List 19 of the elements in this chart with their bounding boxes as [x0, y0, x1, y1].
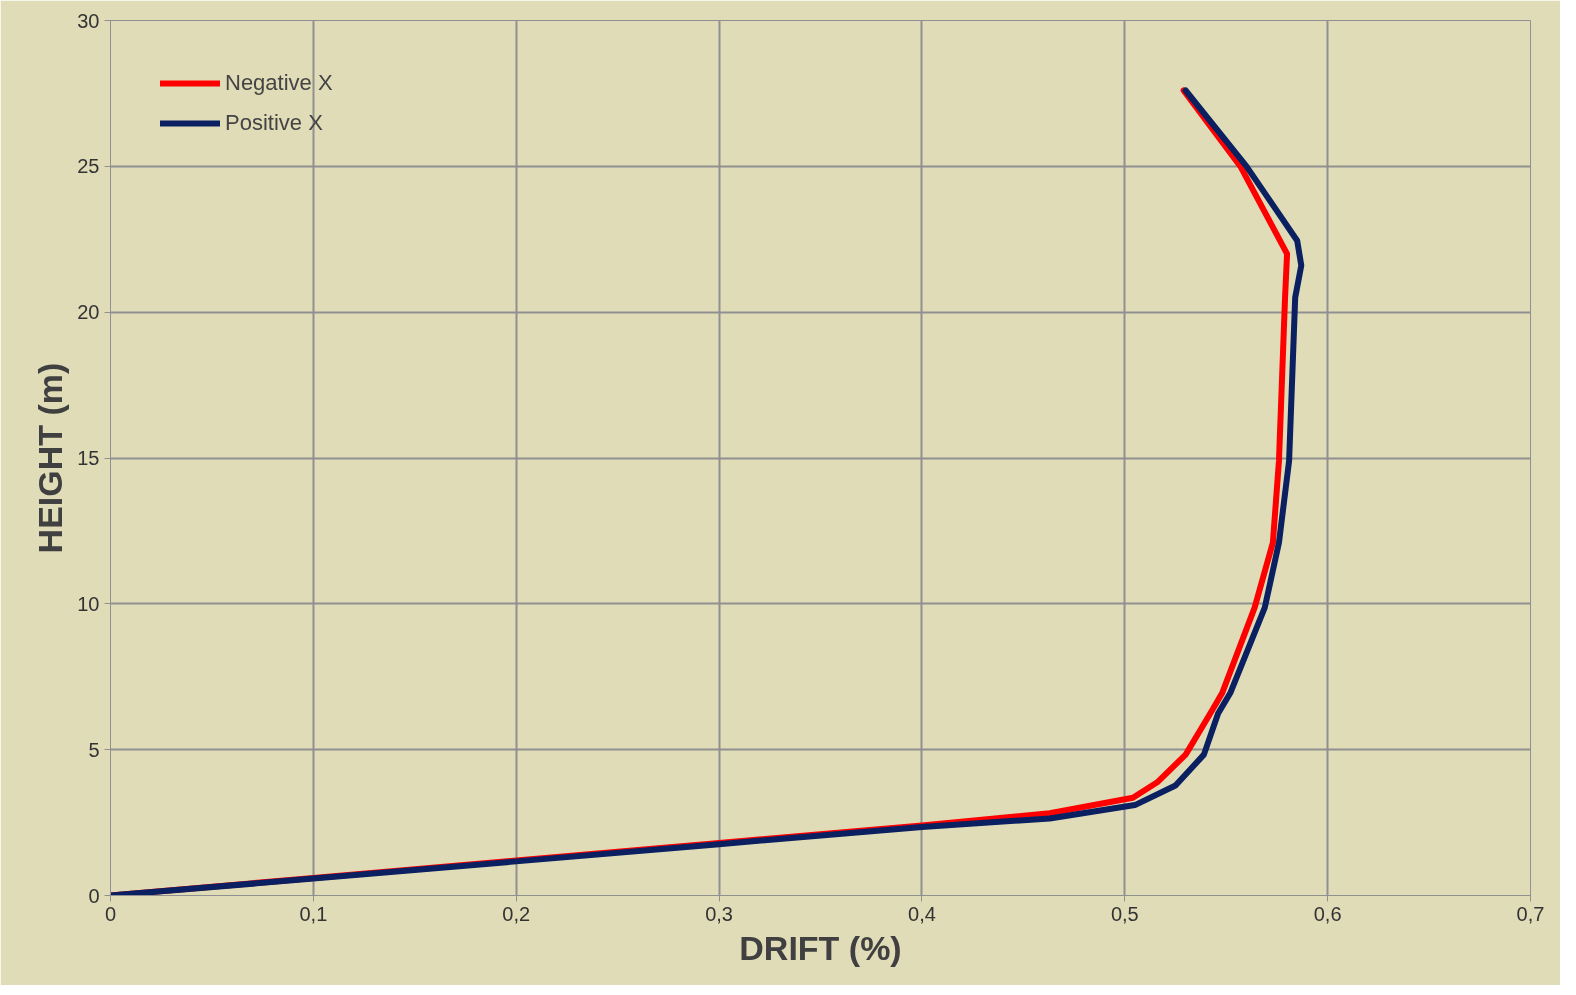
x-tick-label: 0: [104, 902, 117, 925]
x-tick-label: 0,1: [299, 902, 328, 925]
y-tick-label: 15: [77, 447, 100, 469]
x-tick-label: 0,3: [705, 902, 733, 925]
y-tick-label: 0: [88, 884, 100, 907]
x-tick-label: 0,4: [908, 902, 936, 925]
y-tick-label: 10: [77, 592, 100, 615]
x-tick-label: 0,5: [1110, 902, 1139, 925]
legend-label: Negative X: [225, 70, 333, 96]
x-tick-label: 0,6: [1313, 902, 1342, 925]
y-axis-title: HEIGHT (m): [31, 362, 70, 554]
x-tick-label: 0,2: [502, 902, 531, 925]
legend-label: Positive X: [225, 110, 323, 136]
y-tick-label: 25: [77, 155, 100, 178]
y-tick-label: 5: [88, 738, 100, 761]
y-tick-label: 20: [77, 301, 100, 324]
x-axis-title: DRIFT (%): [739, 928, 902, 967]
x-tick-label: 0,7: [1516, 902, 1545, 925]
y-tick-label: 30: [77, 9, 100, 32]
